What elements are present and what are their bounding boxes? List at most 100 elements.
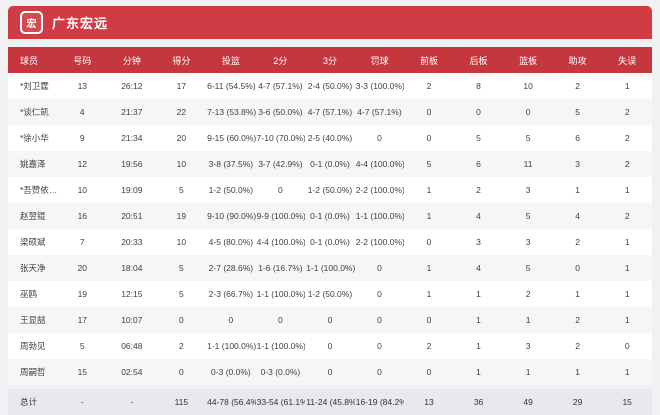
stat-cell: 1	[404, 177, 454, 203]
stat-cell: 10:07	[107, 307, 157, 333]
stat-cell: 2-5 (40.0%)	[305, 125, 355, 151]
stat-cell: 0-1 (0.0%)	[305, 203, 355, 229]
totals-stat-cell: -	[57, 385, 108, 415]
table-row: 梁硕斌 7 20:33 10 4-5 (80.0%) 4-4 (100.0%) 0-1 (0…	[8, 229, 652, 255]
player-name-cell: 王显喆	[8, 307, 58, 333]
stat-cell: 9-10 (90.0%)	[206, 203, 256, 229]
stat-cell: 3-6 (50.0%)	[255, 99, 306, 125]
stat-cell: 1	[503, 307, 553, 333]
table-row: *徐小华 9 21:34 20 9-15 (60.0%) 7-10 (70.0%) 2-5 …	[8, 125, 652, 151]
stat-cell: 19	[57, 281, 108, 307]
stat-cell: 8	[453, 73, 504, 99]
stat-cell: 2	[156, 333, 207, 359]
stat-cell: 2	[552, 73, 603, 99]
team-name: 广东宏远	[52, 16, 109, 31]
stat-cell: 4-4 (100.0%)	[354, 151, 405, 177]
table-row: 张天净 20 18:04 5 2-7 (28.6%) 1-6 (16.7%) 1-1 (10…	[8, 255, 652, 281]
stat-cell: 1	[503, 359, 553, 387]
stat-cell: 7	[57, 229, 108, 255]
stat-cell: 06:48	[107, 333, 157, 359]
stat-cell: 2-3 (66.7%)	[206, 281, 256, 307]
stat-cell: 22	[156, 99, 207, 125]
stat-cell: 0	[206, 307, 256, 333]
stat-cell: 0	[453, 99, 504, 125]
table-row: 赵翌锟 16 20:51 19 9-10 (90.0%) 9-9 (100.0%) 0-1 …	[8, 203, 652, 229]
stat-cell: 3-3 (100.0%)	[354, 73, 405, 99]
stat-cell: 2	[404, 73, 454, 99]
stat-cell: 20:51	[107, 203, 157, 229]
stat-cell: 1	[453, 307, 504, 333]
totals-stat-cell: 49	[503, 385, 553, 415]
box-score-table: 球员 号码 分钟 得分 投篮 2分 3分 罚球 前板 后板 篮板 助攻 失误 *刘卫霆 13 26:12 17…	[8, 47, 652, 415]
player-name-cell: 周勃见	[8, 333, 58, 359]
stat-cell: 0	[156, 359, 207, 387]
stat-cell: 0	[255, 177, 306, 203]
stat-cell: 10	[156, 151, 207, 177]
player-name-cell: 周嗣哲	[8, 359, 58, 387]
stat-cell: 2	[552, 307, 603, 333]
stat-cell: 0	[354, 281, 405, 307]
stat-cell: 11	[503, 151, 553, 177]
stat-cell: 1-1 (100.0%)	[255, 281, 306, 307]
player-name-cell: 巫鸥	[8, 281, 58, 307]
stat-cell: 5	[503, 203, 553, 229]
stat-cell: 0	[305, 333, 355, 359]
stat-cell: 5	[156, 177, 207, 203]
totals-label-cell: 总计	[8, 385, 58, 415]
stat-cell: 5	[404, 151, 454, 177]
stat-cell: 2	[602, 151, 652, 177]
player-name-cell: 张天净	[8, 255, 58, 281]
stat-cell: 0-1 (0.0%)	[305, 151, 355, 177]
stat-cell: 7-13 (53.8%)	[206, 99, 256, 125]
stat-cell: 10	[57, 177, 108, 203]
column-header: 篮板	[503, 47, 553, 73]
stat-cell: 5	[156, 255, 207, 281]
totals-stat-cell: 11-24 (45.8%)	[305, 385, 355, 415]
stat-cell: 0	[404, 125, 454, 151]
stat-cell: 3	[453, 229, 504, 255]
stat-cell: 1-1 (100.0%)	[206, 333, 256, 359]
column-header: 得分	[156, 47, 207, 73]
player-name-cell: 梁硕斌	[8, 229, 58, 255]
stat-cell: 1	[453, 281, 504, 307]
stat-cell: 15	[57, 359, 108, 387]
stat-cell: 10	[503, 73, 553, 99]
stat-cell: 1	[552, 177, 603, 203]
stat-cell: 5	[503, 255, 553, 281]
stat-cell: 4	[453, 203, 504, 229]
stat-cell: 1-2 (50.0%)	[206, 177, 256, 203]
stat-cell: 02:54	[107, 359, 157, 387]
stat-cell: 2	[404, 333, 454, 359]
column-header: 球员	[8, 47, 58, 73]
stat-cell: 0	[552, 255, 603, 281]
column-header: 前板	[404, 47, 454, 73]
stat-cell: 1-2 (50.0%)	[305, 281, 355, 307]
stat-cell: 1	[404, 203, 454, 229]
stat-cell: 3	[503, 333, 553, 359]
stat-cell: 1	[602, 307, 652, 333]
stat-cell: 20:33	[107, 229, 157, 255]
stat-cell: 6	[552, 125, 603, 151]
stat-cell: 2	[552, 333, 603, 359]
stat-cell: 6-11 (54.5%)	[206, 73, 256, 99]
stat-cell: 3-8 (37.5%)	[206, 151, 256, 177]
stat-cell: 0	[255, 307, 306, 333]
table-row: *刘卫霆 13 26:12 17 6-11 (54.5%) 4-7 (57.1%) 2-4 …	[8, 73, 652, 99]
totals-stat-cell: 16-19 (84.2%)	[354, 385, 405, 415]
column-header: 罚球	[354, 47, 405, 73]
column-header: 投篮	[206, 47, 256, 73]
player-name-cell: *徐小华	[8, 125, 58, 151]
stat-cell: 4-5 (80.0%)	[206, 229, 256, 255]
table-row: 姚嘉泽 12 19:56 10 3-8 (37.5%) 3-7 (42.9%) 0-1 (0…	[8, 151, 652, 177]
stat-cell: 0	[602, 333, 652, 359]
stat-cell: 4-7 (57.1%)	[305, 99, 355, 125]
column-header: 3分	[305, 47, 355, 73]
box-score-body: *刘卫霆 13 26:12 17 6-11 (54.5%) 4-7 (57.1%) 2-4 …	[8, 73, 652, 387]
column-header: 号码	[57, 47, 108, 73]
stat-cell: 0	[354, 333, 405, 359]
stat-cell: 1	[552, 359, 603, 387]
box-score-foot: 总计 - -115 44-78 (56.4%) 33-54 (61.1%) 11-24 (…	[8, 385, 652, 415]
stat-cell: 7-10 (70.0%)	[255, 125, 306, 151]
player-name-cell: 赵翌锟	[8, 203, 58, 229]
stat-cell: 4-7 (57.1%)	[354, 99, 405, 125]
